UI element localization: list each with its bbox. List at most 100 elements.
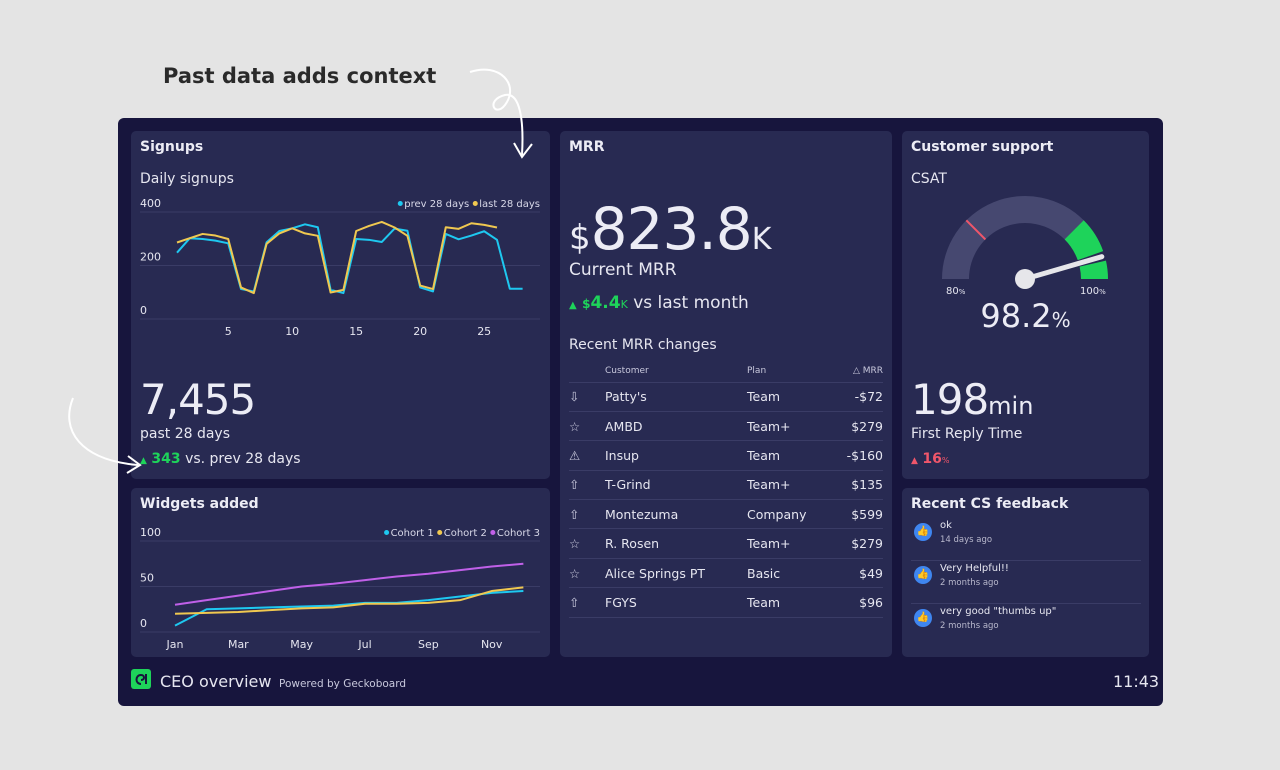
plan-cell: Team [747,587,832,618]
powered-by: Powered by Geckoboard [279,678,407,690]
legend-label: Cohort 2 [444,528,487,539]
customer-cell: Patty's [605,382,747,412]
x-tick-label: 20 [413,325,427,338]
x-tick-label: Mar [228,638,249,651]
arrow-up-icon: ⇧ [569,470,605,501]
column-header-mrr: △ MRR [831,360,883,383]
y-tick-label: 0 [140,617,147,630]
arrow-up-icon: ⇧ [569,499,605,530]
arrow-down-icon: ⇩ [569,382,605,412]
series-line-cohort-2 [174,586,524,615]
table-row: ⇩ Patty's Team -$72 [569,382,883,412]
frt-delta: 16 [922,451,942,467]
plan-cell: Team [747,440,832,471]
signups-period: past 28 days [140,426,231,442]
customer-cell: Insup [605,440,747,471]
mrr-cell: -$160 [831,440,883,471]
x-tick-label: 25 [477,325,491,338]
feedback-title: Recent CS feedback [911,496,1069,512]
up-triangle-icon: ▲ [140,456,147,466]
customer-cell: R. Rosen [605,528,747,559]
mrr-cell: $96 [831,587,883,618]
mrr-value-row: $823.8K [569,195,771,263]
plan-cell: Team+ [747,411,832,442]
dashboard-title: CEO overview [160,672,272,691]
gauge-threshold-marker [965,219,987,241]
signups-chart: 0 200 400 5 10 15 20 25 last 28 days prev 28 days [140,197,540,338]
column-header-customer: Customer [605,360,747,383]
x-tick-label: 15 [349,325,363,338]
x-tick-label: 5 [225,325,232,338]
arrow-up-icon: ⇧ [569,587,605,618]
signups-panel: Signups Daily signups 0 200 400 5 10 15 20 25 la… [131,131,550,479]
frt-unit: min [988,392,1034,420]
frt-delta-row: ▲ 16% [911,451,950,467]
feedback-text: ok [940,520,952,531]
series-line-cohort-1 [174,590,524,627]
warning-icon: ⚠ [569,440,605,471]
frt-label: First Reply Time [911,426,1023,442]
feedback-time: 14 days ago [940,535,993,545]
y-tick-label: 200 [140,251,161,264]
thumbs-up-icon: 👍 [914,609,932,627]
customer-cell: Montezuma [605,499,747,530]
mrr-currency: $ [569,218,591,258]
legend-label: last 28 days [479,199,540,210]
support-panel: Customer support CSAT 80% 100% 98.2% 198… [902,131,1149,479]
legend-label: prev 28 days [404,199,469,210]
signups-subtitle: Daily signups [140,171,234,187]
legend-marker [384,530,390,535]
gauge-needle [1022,254,1105,282]
mrr-title: MRR [569,139,605,155]
mrr-cell: $135 [831,470,883,501]
signups-delta-row: ▲ 343 vs. prev 28 days [140,451,301,467]
widgets-panel: Widgets added 0 50 100 Jan Mar May Jul Sep Nov Co… [131,488,550,657]
table-row: ⚠ Insup Team -$160 [569,440,883,471]
mrr-changes-title: Recent MRR changes [569,337,717,353]
table-row: ⇧ FGYS Team $96 [569,587,883,618]
feedback-text: very good "thumbs up" [940,606,1057,617]
mrr-delta-suffix: K [620,298,628,311]
column-header-plan: Plan [747,360,832,383]
support-title: Customer support [911,139,1054,155]
feedback-text: Very Helpful!! [940,563,1009,574]
legend-marker [437,530,443,535]
mrr-changes-table: Customer Plan △ MRR ⇩ Patty's Team -$72 ☆… [569,360,883,618]
legend-marker [490,530,496,535]
mrr-delta-currency: $ [582,297,591,311]
legend-marker [472,201,478,206]
x-tick-label: Jan [166,638,184,651]
x-tick-label: 10 [285,325,299,338]
frt-value: 198 [911,375,989,424]
csat-gauge [942,196,1108,289]
gauge-max-label: 100% [1080,286,1106,297]
signups-delta: 343 [151,451,181,467]
list-item: 👍 ok 14 days ago [911,518,1141,561]
feedback-time: 2 months ago [940,578,999,588]
star-icon: ☆ [569,558,605,589]
widgets-chart: 0 50 100 Jan Mar May Jul Sep Nov Cohort 3 Cohort 2… [140,526,540,651]
x-tick-label: Sep [418,638,439,651]
star-icon: ☆ [569,411,605,442]
list-item: 👍 very good "thumbs up" 2 months ago [911,604,1141,647]
signups-title: Signups [140,139,204,155]
table-row: ☆ Alice Springs PT Basic $49 [569,558,883,589]
list-item: 👍 Very Helpful!! 2 months ago [911,561,1141,604]
feedback-time: 2 months ago [940,621,999,631]
mrr-label: Current MRR [569,260,677,280]
geckoboard-logo [131,669,151,689]
x-tick-label: Jul [357,638,371,651]
plan-cell: Team+ [747,528,832,559]
up-triangle-icon: ▲ [569,300,577,311]
mrr-cell: $279 [831,411,883,442]
feedback-panel: Recent CS feedback 👍 ok 14 days ago 👍 Ver… [902,488,1149,657]
csat-label: CSAT [911,171,947,187]
legend-label: Cohort 3 [497,528,540,539]
x-tick-label: May [290,638,313,651]
mrr-delta-label: vs last month [633,293,749,313]
plan-cell: Company [747,499,832,530]
y-tick-label: 50 [140,572,154,585]
gauge-track [942,196,1084,279]
mrr-cell: $599 [831,499,883,530]
plan-cell: Team+ [747,470,832,501]
